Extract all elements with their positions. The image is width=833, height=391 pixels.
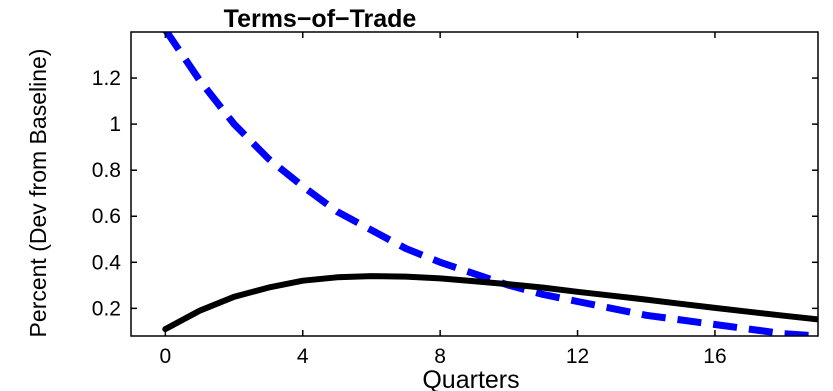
y-tick-label: 0.8 (92, 159, 121, 182)
y-axis: 0.2 0.4 0.6 0.8 1 1.2 (92, 67, 818, 320)
y-tick-label: 1.2 (92, 67, 121, 90)
x-tick-label: 16 (703, 345, 726, 368)
x-axis-label: Quarters (422, 366, 519, 391)
x-tick-label: 8 (434, 345, 446, 368)
series-layer (162, 32, 818, 336)
y-tick-label: 0.4 (92, 251, 122, 274)
x-tick-label: 4 (297, 345, 309, 368)
y-tick-label: 0.6 (92, 205, 121, 228)
y-tick-label: 0.2 (92, 297, 121, 320)
x-tick-label: 12 (566, 345, 589, 368)
y-axis-label: Percent (Dev from Baseline) (25, 49, 51, 338)
plot-frame (130, 31, 819, 337)
chart-title: Terms−of−Trade (224, 5, 417, 33)
x-axis: 0 4 8 12 16 (160, 32, 727, 368)
y-tick-label: 1 (109, 113, 121, 136)
x-tick-label: 0 (160, 345, 172, 368)
series-line-2 (162, 273, 818, 333)
